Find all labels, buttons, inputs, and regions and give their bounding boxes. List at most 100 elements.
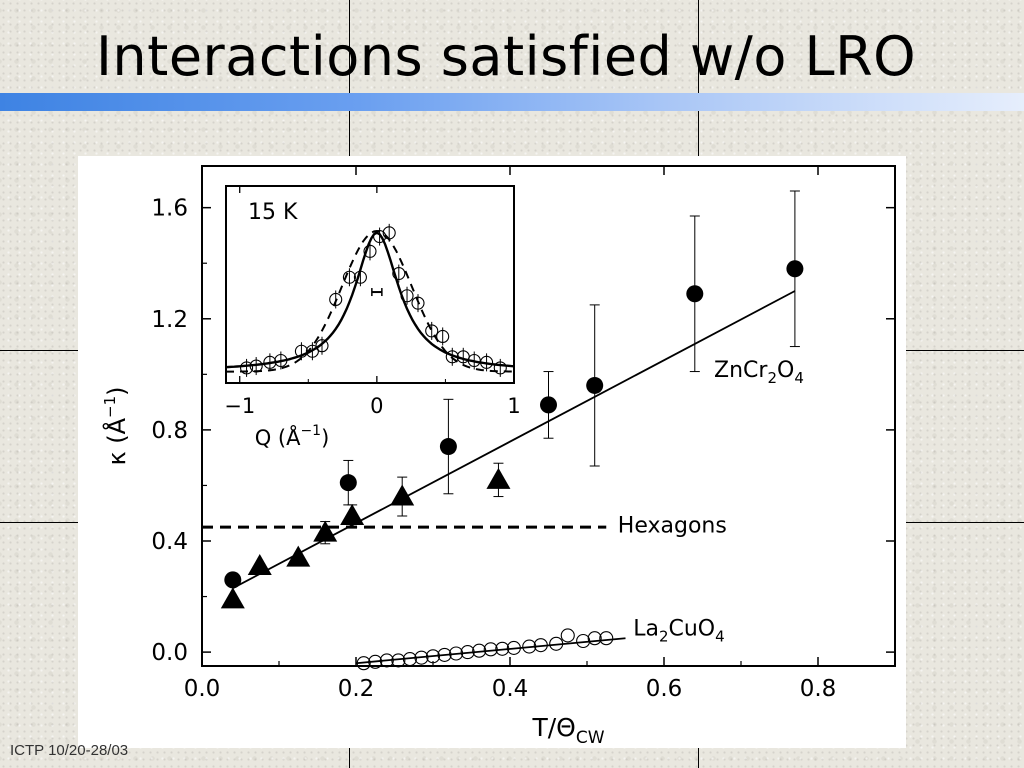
la2cuo4-point [549,636,564,651]
y-tick-label: 1.2 [151,307,188,333]
y-tick-label: 1.6 [151,196,188,222]
inset-point [263,355,277,369]
inset-point [392,267,406,281]
y-axis-label-sup: −1 [101,396,119,418]
la2cuo4-point [483,642,498,657]
inset-point [363,244,377,258]
annotation-text: ZnCr [714,358,768,383]
title-accent-bar [0,93,1024,111]
inset-point [342,270,356,284]
inset-point [493,361,507,375]
la2cuo4-point [460,645,475,660]
annotation-label: ZnCr2O4 [714,358,804,387]
inset-point [411,296,425,310]
triangle-point [390,484,415,506]
annotation-text: La [633,616,659,641]
zncr2o4-point [439,438,457,456]
la2cuo4-point [495,641,510,656]
inset-x-axis-label: Q (Å−1) [255,423,330,450]
zncr2o4-point [339,474,357,492]
triangle-point [486,467,511,489]
la2cuo4-point [437,647,452,662]
y-tick-label: 0.0 [151,640,188,666]
inset-x-axis-label-close: ) [321,426,329,450]
inset-frame [225,185,515,384]
la2cuo4-point [402,652,417,667]
la2cuo4-point [379,653,394,668]
y-axis-label-main: κ (Å [102,417,131,465]
x-axis-label-main: T/Θ [531,713,575,742]
x-tick-label: 0.6 [646,676,683,702]
triangle-point [313,520,338,542]
la2cuo4-point [533,638,548,653]
annotation-label: La2CuO4 [633,616,724,645]
triangle-point [286,545,311,567]
x-tick-label: 0.4 [492,676,529,702]
inset-point [436,329,450,343]
triangle-point [340,504,365,525]
inset-point [294,344,308,358]
inset-x-axis-label-main: Q (Å [255,424,301,450]
zncr2o4-point [540,396,557,414]
la2cuo4-point [368,654,383,669]
footer-text: ICTP 10/20-28/03 [10,742,129,759]
la2cuo4-point [356,656,371,671]
x-tick-label: 0.0 [184,676,221,702]
annotation-sub: 4 [715,627,725,645]
la2cuo4-point [472,643,487,658]
la2cuo4-point [449,646,464,661]
figure-panel: 0.0 0.2 0.4 0.6 0.8 0.0 0.4 0.8 1.2 1.6 T/ΘCW κ (Å−… [78,156,906,748]
slide-title: Interactions satisfied w/o LRO [96,25,917,88]
la2cuo4-point [414,650,429,665]
annotation-sub: 4 [794,369,804,387]
y-axis-label: κ (Å−1) [101,386,131,465]
inset-point [445,350,459,364]
y-axis-label-close: ) [103,386,131,395]
la2cuo4-point [391,653,406,668]
la2cuo4-point [506,640,521,655]
la2cuo4-point [576,633,591,649]
zncr2o4-point [224,571,242,589]
y-tick-label: 0.4 [151,529,188,555]
la2cuo4-point [522,639,537,654]
inset-point [305,344,319,358]
annotation-label: Hexagons [618,514,727,539]
triangle-point [220,587,245,609]
la2cuo4-point [425,649,441,664]
inset-point [315,339,329,353]
inset-point [329,292,343,306]
zncr2o4-point [686,285,704,303]
x-tick-label: 0.2 [338,676,375,702]
inset-point [425,324,439,338]
x-axis-label: T/ΘCW [531,713,604,748]
inset-point [274,353,288,368]
annotation-text-mid: O [777,358,794,383]
zncr2o4-point [586,376,604,394]
inset-point [467,353,481,368]
la2cuo4-point [560,628,575,643]
plot-frame [201,165,896,667]
inset-x-tick-label: 0 [370,394,383,418]
fit-line [355,637,626,665]
x-tick-label: 0.8 [800,676,837,702]
inset-solid-curve [225,231,515,369]
la2cuo4-point [587,631,602,646]
y-tick-label: 0.8 [151,418,188,444]
la2cuo4-point [599,631,614,646]
triangle-point [247,554,272,575]
annotation-text-mid: CuO [668,616,715,641]
inset-point [249,359,263,373]
zncr2o4-point [786,260,804,278]
x-axis-label-sub: CW [576,728,605,748]
inset-dashed-curve [226,229,514,373]
inset-point [353,270,367,284]
annotation-sub: 2 [659,627,669,645]
annotation-text: Hexagons [618,514,727,539]
inset-point [373,230,387,244]
inset-chart: −1 0 1 15 K Q (Å−1) [224,185,521,450]
annotation-sub: 2 [767,369,777,387]
inset-x-axis-label-sup: −1 [300,423,321,439]
inset-x-tick-label: −1 [224,394,255,418]
inset-point [240,361,254,375]
